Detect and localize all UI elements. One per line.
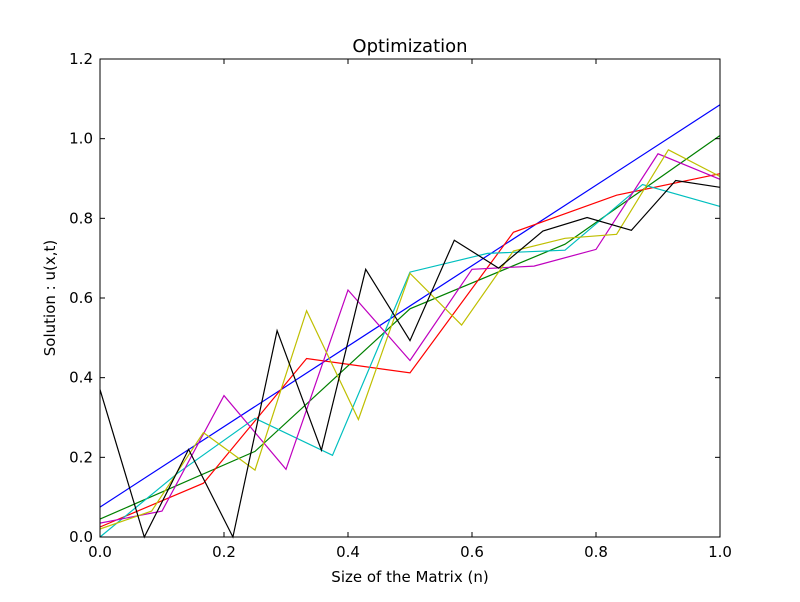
y-tick-label: 0.4 [69,369,93,387]
y-tick-label: 1.0 [69,130,93,148]
ticks-layer: 0.0 0.2 0.4 0.6 0.8 1.0 0.0 0.2 0.4 0.6 0.8 1.0 1.2 [69,50,732,561]
y-tick-label: 0.0 [69,528,93,546]
series-line-4 [99,183,721,538]
y-tick-label: 0.2 [69,448,93,466]
y-axis-label: Solution : u(x,t) [41,240,59,356]
series-line-2 [99,135,721,520]
x-tick-label: 0.6 [460,543,484,561]
x-tick-label: 0.8 [584,543,608,561]
x-tick-label: 0.0 [88,543,112,561]
series-line-1 [99,104,721,508]
series-line-6 [99,149,721,530]
series-line-3 [99,173,721,528]
y-tick-label: 1.2 [69,50,93,68]
x-tick-label: 0.4 [336,543,360,561]
x-tick-label: 0.2 [212,543,236,561]
x-tick-label: 1.0 [708,543,732,561]
series-line-7 [99,179,721,539]
series-layer [99,104,721,539]
y-tick-label: 0.8 [69,209,93,227]
y-tick-label: 0.6 [69,289,93,307]
series-line-5 [99,153,721,524]
chart-title: Optimization [352,36,467,57]
x-axis-label: Size of the Matrix (n) [331,568,488,586]
